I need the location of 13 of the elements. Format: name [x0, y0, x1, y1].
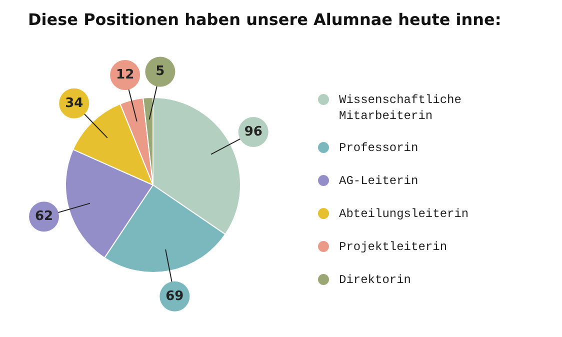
legend-label: Abteilungsleiterin [339, 206, 470, 222]
data-label: 96 [244, 124, 262, 140]
data-label: 12 [116, 67, 134, 82]
legend-label: Direktorin [339, 272, 412, 288]
data-label: 5 [156, 64, 165, 80]
data-label: 34 [65, 96, 84, 111]
legend-label: Wissenschaftliche Mitarbeiterin [339, 92, 462, 124]
data-label: 69 [166, 288, 184, 304]
legend-label: AG-Leiterin [339, 173, 420, 189]
legend-label: Projektleiterin [339, 239, 448, 255]
data-label: 62 [34, 209, 54, 224]
chart-title: Diese Positionen haben unsere Alumnae heute inne: [28, 10, 502, 29]
legend-label: Professorin [339, 140, 420, 156]
